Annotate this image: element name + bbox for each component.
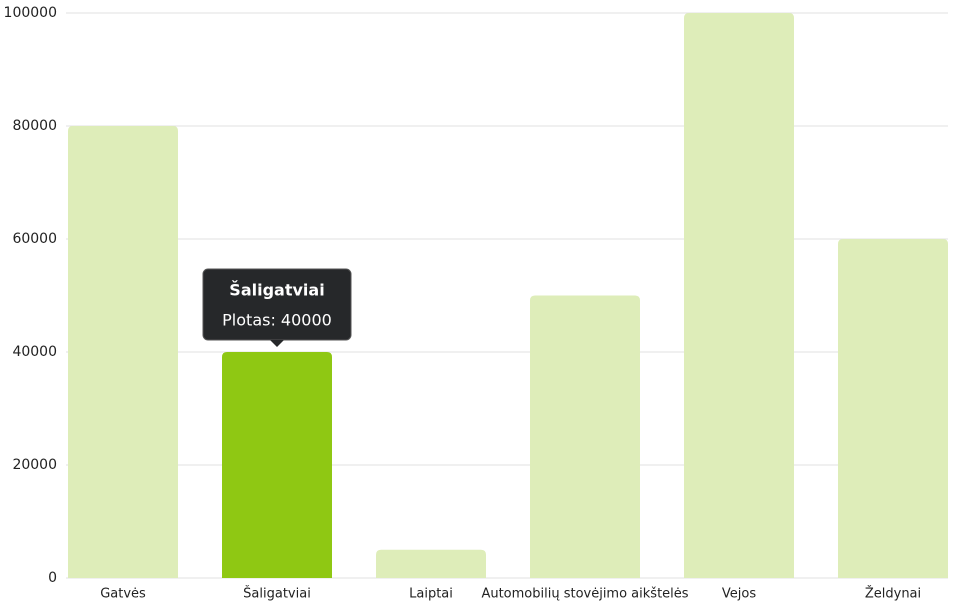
tooltip-title: Šaligatviai <box>229 281 324 300</box>
bar <box>376 549 486 578</box>
y-tick-label: 20000 <box>12 457 57 473</box>
y-tick-label: 80000 <box>12 118 57 134</box>
plot-area: 0 20000 40000 60000 80000 100000 Gatvės Šaligat… <box>4 5 948 602</box>
x-tick-label: Gatvės <box>100 587 146 602</box>
bar <box>222 352 332 578</box>
tooltip-text: Plotas: 40000 <box>222 311 332 330</box>
bar <box>530 295 640 578</box>
tooltip: Šaligatviai Plotas: 40000 <box>202 268 352 347</box>
bar <box>838 239 948 578</box>
y-tick-label: 100000 <box>4 5 57 21</box>
y-tick-label: 40000 <box>12 344 57 360</box>
y-tick-label: 60000 <box>12 231 57 247</box>
x-tick-label: Šaligatviai <box>243 586 311 602</box>
bar <box>684 13 794 578</box>
x-tick-label: Automobilių stovėjimo aikštelės <box>481 587 688 602</box>
x-tick-label: Želdynai <box>865 586 921 602</box>
x-tick-label: Vejos <box>722 587 756 602</box>
x-tick-label: Laiptai <box>409 587 453 602</box>
y-tick-label: 0 <box>48 570 57 586</box>
tooltip-pointer <box>270 340 284 347</box>
bar <box>68 126 178 578</box>
